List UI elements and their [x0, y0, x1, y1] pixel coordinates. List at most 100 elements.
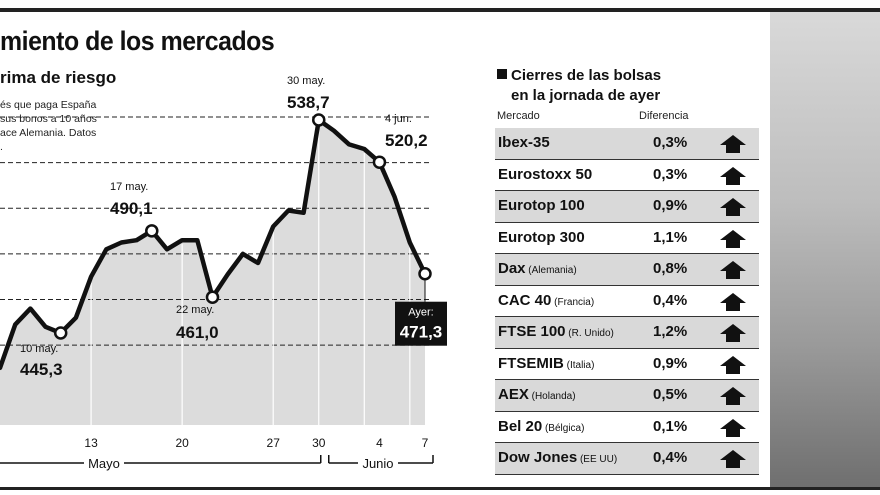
market-name: Dow Jones (EE UU): [498, 449, 617, 466]
market-name: Ibex-35: [498, 134, 550, 151]
market-name-text: CAC 40: [498, 292, 551, 309]
market-diff: 1,2%: [653, 323, 687, 340]
table-row: Dax (Alemania) 0,8%: [495, 254, 759, 286]
x-tick-label: 30: [312, 436, 326, 450]
market-name-text: Bel 20: [498, 418, 542, 435]
table-row: Dow Jones (EE UU) 0,4%: [495, 443, 759, 475]
table-row: Eurotop 300 1,1%: [495, 223, 759, 255]
market-name-text: Dow Jones: [498, 449, 577, 466]
market-diff: 0,1%: [653, 418, 687, 435]
table-row: FTSE 100 (R. Unido) 1,2%: [495, 317, 759, 349]
annotation-value: 520,2: [385, 131, 428, 150]
table-heading: Cierres de las bolsas en la jornada de a…: [497, 66, 661, 106]
risk-premium-chart: 10 may. 445,3 17 may. 490,1 22 may. 461,0 30 m…: [0, 60, 470, 480]
data-point: [313, 115, 324, 126]
market-country: (R. Unido): [566, 328, 614, 339]
market-diff: 0,5%: [653, 386, 687, 403]
up-arrow-icon: [719, 260, 747, 280]
annotation-value: 471,3: [400, 323, 443, 342]
market-diff: 0,4%: [653, 449, 687, 466]
market-name: Eurostoxx 50: [498, 166, 592, 183]
up-arrow-icon: [719, 134, 747, 154]
month-label: Mayo: [88, 456, 120, 471]
column-header-diff: Diferencia: [639, 110, 689, 122]
market-diff: 0,4%: [653, 292, 687, 309]
market-name-text: Dax: [498, 260, 526, 277]
markets-table: Ibex-35 0,3% Eurostoxx 50 0,3% Eurotop 100 0,…: [495, 128, 759, 475]
market-name-text: Eurotop 300: [498, 229, 585, 246]
annotation-value: 461,0: [176, 323, 219, 342]
month-label: Junio: [362, 456, 393, 471]
market-name-text: Eurotop 100: [498, 197, 585, 214]
market-name-text: Ibex-35: [498, 134, 550, 151]
market-name-text: Eurostoxx 50: [498, 166, 592, 183]
table-row: CAC 40 (Francia) 0,4%: [495, 286, 759, 318]
data-point: [55, 328, 66, 339]
table-row: AEX (Holanda) 0,5%: [495, 380, 759, 412]
market-diff: 0,3%: [653, 166, 687, 183]
column-header-market: Mercado: [497, 110, 540, 122]
up-arrow-icon: [719, 323, 747, 343]
market-name: FTSE 100 (R. Unido): [498, 323, 614, 340]
up-arrow-icon: [719, 355, 747, 375]
annotation-date: 10 may.: [20, 343, 58, 355]
bullet-square-icon: [497, 69, 507, 79]
market-country: (EE UU): [577, 454, 617, 465]
page-title: miento de los mercados: [0, 26, 274, 57]
up-arrow-icon: [719, 386, 747, 406]
market-name: AEX (Holanda): [498, 386, 576, 403]
market-country: (Bélgica): [542, 423, 584, 434]
market-name: CAC 40 (Francia): [498, 292, 594, 309]
up-arrow-icon: [719, 449, 747, 469]
up-arrow-icon: [719, 166, 747, 186]
x-tick-label: 7: [422, 436, 429, 450]
data-point: [146, 225, 157, 236]
annotation-value: 538,7: [287, 93, 330, 112]
annotation-value: 490,1: [110, 199, 153, 218]
bottom-rule: [0, 487, 880, 490]
table-row: Eurostoxx 50 0,3%: [495, 160, 759, 192]
market-diff: 0,3%: [653, 134, 687, 151]
x-tick-label: 27: [267, 436, 281, 450]
market-country: (Francia): [551, 297, 594, 308]
data-point: [207, 292, 218, 303]
market-name: Eurotop 300: [498, 229, 585, 246]
x-tick-label: 20: [175, 436, 189, 450]
table-row: FTSEMIB (Italia) 0,9%: [495, 349, 759, 381]
market-country: (Alemania): [526, 265, 577, 276]
market-diff: 0,8%: [653, 260, 687, 277]
market-name: FTSEMIB (Italia): [498, 355, 594, 372]
annotation-date: 17 may.: [110, 181, 148, 193]
market-name: Eurotop 100: [498, 197, 585, 214]
annotation-date: Ayer:: [408, 307, 433, 319]
annotation-date: 4 jun.: [385, 113, 412, 125]
market-name: Bel 20 (Bélgica): [498, 418, 584, 435]
market-diff: 1,1%: [653, 229, 687, 246]
market-diff: 0,9%: [653, 355, 687, 372]
area-fill: [0, 120, 425, 425]
x-tick-label: 4: [376, 436, 383, 450]
annotation-date: 30 may.: [287, 75, 325, 87]
table-heading-line2: en la jornada de ayer: [497, 86, 661, 106]
market-name-text: FTSE 100: [498, 323, 566, 340]
table-heading-line1: Cierres de las bolsas: [511, 67, 661, 84]
top-rule: [0, 8, 880, 12]
up-arrow-icon: [719, 292, 747, 312]
table-row: Bel 20 (Bélgica) 0,1%: [495, 412, 759, 444]
building-photo: [770, 12, 880, 487]
table-row: Eurotop 100 0,9%: [495, 191, 759, 223]
market-diff: 0,9%: [653, 197, 687, 214]
market-name-text: FTSEMIB: [498, 355, 564, 372]
market-name-text: AEX: [498, 386, 529, 403]
up-arrow-icon: [719, 229, 747, 249]
market-country: (Holanda): [529, 391, 576, 402]
up-arrow-icon: [719, 418, 747, 438]
data-point: [420, 268, 431, 279]
market-name: Dax (Alemania): [498, 260, 577, 277]
table-row: Ibex-35 0,3%: [495, 128, 759, 160]
data-point: [374, 157, 385, 168]
x-tick-label: 13: [84, 436, 98, 450]
annotation-date: 22 may.: [176, 304, 214, 316]
up-arrow-icon: [719, 197, 747, 217]
